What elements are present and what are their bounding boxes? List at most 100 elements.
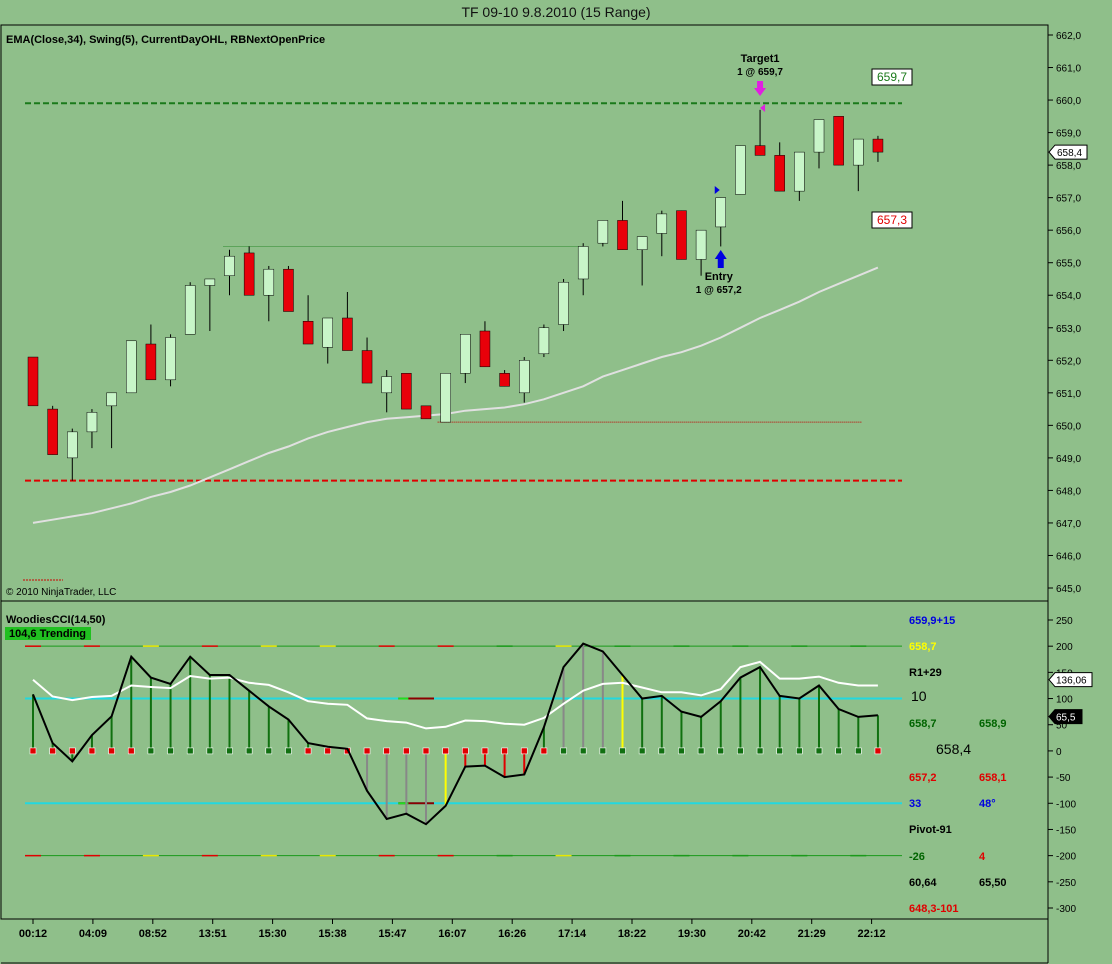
zero-line-marker bbox=[285, 747, 292, 755]
candle bbox=[204, 278, 216, 332]
price-tick-label: 649,0 bbox=[1056, 454, 1081, 465]
price-panel-frame bbox=[0, 24, 1049, 602]
candle-body-down bbox=[145, 343, 157, 381]
candle bbox=[381, 370, 392, 413]
candle-body-up bbox=[636, 236, 648, 250]
zero-line-marker bbox=[835, 747, 842, 755]
exit-triangle-icon bbox=[760, 104, 766, 112]
candle-body-up bbox=[440, 373, 451, 423]
candle bbox=[538, 324, 550, 358]
time-tick-label: 04:09 bbox=[79, 928, 107, 940]
zero-line-marker bbox=[127, 747, 135, 755]
price-tick-label: 661,0 bbox=[1056, 64, 1081, 75]
zero-line-marker bbox=[304, 747, 312, 755]
candle-body-down bbox=[676, 210, 687, 260]
candle-body-down bbox=[283, 268, 294, 312]
cci-axis: 250200150100500-50-100-150-200-250-300 bbox=[1048, 616, 1076, 915]
candle-body-down bbox=[27, 356, 39, 407]
candle-body-up bbox=[558, 281, 569, 325]
zero-line-marker bbox=[29, 747, 37, 755]
zero-line-marker bbox=[363, 747, 371, 755]
candle-body-down bbox=[302, 321, 314, 345]
candle bbox=[735, 145, 746, 195]
candle-body-up bbox=[695, 229, 707, 260]
cci-value-tag: 65,5 bbox=[1048, 709, 1083, 725]
trend-label: 104,6 Trending bbox=[9, 628, 86, 640]
side-r8b: 48° bbox=[979, 798, 996, 810]
zero-line-marker bbox=[324, 747, 332, 755]
candle-body-down bbox=[479, 330, 491, 368]
cci-value-frame bbox=[1048, 709, 1083, 725]
turbo-value-tag: 136,06 bbox=[1048, 672, 1093, 688]
candle-body-up bbox=[715, 197, 726, 228]
candle bbox=[754, 109, 766, 156]
zero-line-marker bbox=[678, 747, 685, 755]
zero-line-marker bbox=[579, 747, 587, 755]
time-tick-label: 08:52 bbox=[139, 928, 167, 940]
candle bbox=[86, 409, 98, 449]
candle bbox=[47, 405, 58, 455]
candle-body-up bbox=[519, 360, 530, 394]
zero-line-marker bbox=[599, 747, 607, 755]
candle bbox=[833, 116, 844, 166]
cci-tick-label: 200 bbox=[1056, 642, 1073, 653]
zero-line-marker bbox=[383, 747, 391, 755]
time-axis: 00:12 04:09 08:52 13:51 15:30 15:38 15:47 16:07… bbox=[19, 919, 886, 940]
time-tick-label: 21:29 bbox=[798, 928, 826, 940]
zero-line-marker bbox=[697, 747, 705, 755]
side-r12: 648,3-101 bbox=[909, 903, 959, 915]
candle-body-up bbox=[184, 285, 196, 335]
zero-line-marker bbox=[88, 747, 96, 755]
candle-body-up bbox=[794, 151, 805, 192]
time-tick-label: 22:12 bbox=[858, 928, 886, 940]
side-r8a: 33 bbox=[909, 798, 921, 810]
low-box-frame bbox=[871, 211, 913, 229]
zero-line-marker bbox=[167, 747, 174, 755]
time-tick-label: 15:30 bbox=[259, 928, 287, 940]
side-r7a: 657,2 bbox=[909, 772, 937, 784]
zero-line-marker bbox=[815, 747, 823, 755]
time-tick-label: 16:07 bbox=[438, 928, 466, 940]
candle bbox=[224, 249, 235, 296]
candle-body-down bbox=[499, 373, 510, 387]
candle-body-up bbox=[597, 220, 609, 244]
candle bbox=[342, 291, 353, 351]
candle bbox=[597, 220, 609, 247]
time-tick-label: 13:51 bbox=[199, 928, 227, 940]
price-tick-label: 645,0 bbox=[1056, 584, 1081, 595]
cci-tick-label: 50 bbox=[1056, 721, 1068, 732]
time-tick-label: 15:38 bbox=[318, 928, 346, 940]
candle-body-up bbox=[322, 317, 333, 348]
candle bbox=[519, 357, 530, 403]
candle-body-up bbox=[224, 255, 235, 276]
candle bbox=[656, 210, 668, 257]
zero-line-marker bbox=[226, 747, 233, 755]
candle bbox=[636, 236, 648, 286]
candle bbox=[715, 197, 726, 247]
candle bbox=[440, 373, 451, 423]
candle-body-down bbox=[833, 116, 844, 166]
turbo-value-label: 136,06 bbox=[1056, 676, 1087, 687]
cci-tick-label: -150 bbox=[1056, 825, 1076, 836]
candle bbox=[420, 405, 432, 420]
trade-markers: Target1 1 @ 659,7 Entry 1 @ 657,2 bbox=[696, 53, 784, 296]
price-tick-label: 657,0 bbox=[1056, 194, 1081, 205]
candle bbox=[558, 278, 569, 332]
candle bbox=[774, 142, 785, 192]
price-tick-label: 656,0 bbox=[1056, 226, 1081, 237]
candlesticks[interactable] bbox=[27, 109, 884, 481]
price-tick-label: 647,0 bbox=[1056, 519, 1081, 530]
side-r5b: 658,9 bbox=[979, 718, 1007, 730]
candle-body-down bbox=[401, 373, 412, 410]
price-tick-label: 662,0 bbox=[1056, 31, 1081, 42]
cci-tick-label: -250 bbox=[1056, 878, 1076, 889]
candle bbox=[145, 324, 157, 381]
zero-line-marker bbox=[265, 747, 273, 755]
entry-fill-label: 1 @ 657,2 bbox=[696, 285, 742, 296]
price-tick-label: 653,0 bbox=[1056, 324, 1081, 335]
candle-body-up bbox=[126, 340, 137, 394]
cci-tick-label: 250 bbox=[1056, 616, 1073, 627]
zero-line-marker bbox=[717, 747, 725, 755]
price-tick-label: 651,0 bbox=[1056, 389, 1081, 400]
